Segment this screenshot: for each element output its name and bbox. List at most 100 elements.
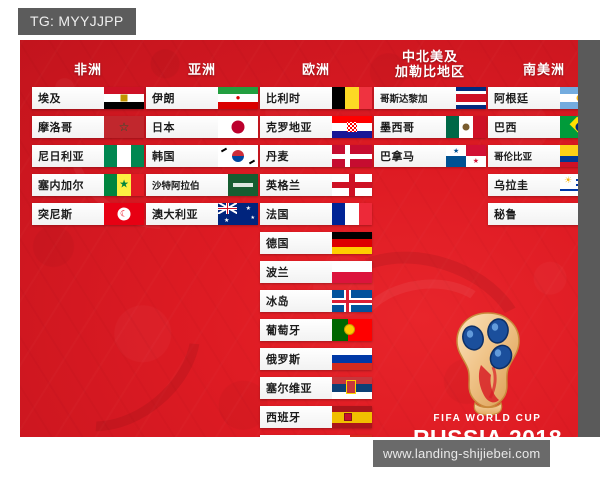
team-list-europe: 比利时 克罗地亚 丹麦 [260, 87, 372, 437]
team-name: 俄罗斯 [266, 354, 301, 366]
flag-portugal-icon [332, 319, 372, 341]
team-row[interactable]: 塞尔维亚 [260, 377, 372, 399]
team-row[interactable]: 丹麦 [260, 145, 372, 167]
team-name: 克罗地亚 [266, 122, 312, 134]
column-concacaf: 中北美及 加勒比地区 哥斯达黎加 墨西哥 [374, 48, 486, 437]
team-name: 乌拉圭 [494, 180, 529, 192]
team-name: 塞内加尔 [38, 180, 84, 192]
team-row[interactable]: 英格兰 [260, 174, 372, 196]
team-row[interactable]: 哥斯达黎加 [374, 87, 486, 109]
team-row[interactable]: 突尼斯 ☾ [32, 203, 144, 225]
team-name: 埃及 [38, 93, 61, 105]
flag-mexico-icon [446, 116, 486, 138]
flag-colombia-icon [560, 145, 578, 167]
column-africa: 非洲 埃及 摩洛哥 ☆ [32, 48, 144, 437]
team-name: 沙特阿拉伯 [152, 181, 200, 192]
flag-switzerland-icon [350, 435, 372, 437]
team-name: 德国 [266, 238, 289, 250]
team-row[interactable]: 比利时 [260, 87, 372, 109]
team-row[interactable]: 哥伦比亚 [488, 145, 578, 167]
team-row[interactable]: 韩国 [146, 145, 258, 167]
team-name: 塞尔维亚 [266, 383, 312, 395]
flag-south-korea-icon [218, 145, 258, 167]
flag-iran-icon: ● [218, 87, 258, 109]
flag-poland-icon [332, 261, 372, 283]
team-row[interactable]: 沙特阿拉伯 [146, 174, 258, 196]
flag-egypt-icon [104, 87, 144, 109]
team-row[interactable]: 法国 [260, 203, 372, 225]
team-name: 突尼斯 [38, 209, 73, 221]
right-gray-band [578, 40, 600, 437]
flag-senegal-icon: ★ [104, 174, 144, 196]
team-row[interactable]: 德国 [260, 232, 372, 254]
team-name: 澳大利亚 [152, 209, 198, 221]
team-row[interactable]: 克罗地亚 [260, 116, 372, 138]
team-row[interactable]: 澳大利亚 ★ ★ [146, 203, 258, 225]
column-title-line-2: 加勒比地区 [394, 64, 465, 79]
column-asia: 亚洲 伊朗 ● 日本 [146, 48, 258, 437]
team-row[interactable]: 日本 [146, 116, 258, 138]
team-name: 英格兰 [266, 180, 301, 192]
flag-germany-icon [332, 232, 372, 254]
team-name: 比利时 [266, 93, 301, 105]
flag-iceland-icon [332, 290, 372, 312]
site-watermark: www.landing-shijiebei.com [373, 440, 551, 467]
team-row[interactable]: 秘鲁 [488, 203, 578, 225]
flag-france-icon [332, 203, 372, 225]
flag-spain-icon [332, 406, 372, 428]
team-name: 波兰 [266, 267, 289, 279]
team-row[interactable]: 俄罗斯 [260, 348, 372, 370]
team-name: 葡萄牙 [266, 325, 301, 337]
column-europe: 欧洲 比利时 克罗地亚 [260, 48, 372, 437]
team-name: 丹麦 [266, 151, 289, 163]
team-row[interactable]: 葡萄牙 [260, 319, 372, 341]
flag-costa-rica-icon [456, 87, 486, 109]
flag-denmark-icon [332, 145, 372, 167]
logo-caption-main: RUSSIA 2018 [405, 425, 570, 437]
team-row[interactable]: 乌拉圭 ☀ [488, 174, 578, 196]
flag-panama-icon: ★ ★ [446, 145, 486, 167]
team-name: 秘鲁 [494, 209, 517, 221]
team-name: 冰岛 [266, 296, 289, 308]
team-row[interactable]: 塞内加尔 ★ [32, 174, 144, 196]
world-cup-trophy-icon [456, 312, 520, 416]
column-title-concacaf: 中北美及 加勒比地区 [374, 49, 486, 79]
team-name: 西班牙 [266, 412, 301, 424]
team-list-asia: 伊朗 ● 日本 韩国 [146, 87, 258, 225]
flag-belgium-icon [332, 87, 372, 109]
team-row[interactable]: 瑞士 [260, 435, 372, 437]
flag-brazil-icon [560, 116, 578, 138]
flag-tunisia-icon: ☾ [104, 203, 144, 225]
column-title-asia: 亚洲 [187, 62, 216, 77]
confederation-columns: 非洲 埃及 摩洛哥 ☆ [20, 40, 578, 437]
flag-croatia-icon [332, 116, 372, 138]
team-row[interactable]: 墨西哥 [374, 116, 486, 138]
column-title-africa: 非洲 [73, 62, 102, 77]
team-row[interactable]: 阿根廷 [488, 87, 578, 109]
team-list-africa: 埃及 摩洛哥 ☆ 尼日利亚 [32, 87, 144, 225]
team-name: 摩洛哥 [38, 122, 73, 134]
team-row[interactable]: 西班牙 [260, 406, 372, 428]
flag-nigeria-icon [104, 145, 144, 167]
team-row[interactable]: 冰岛 [260, 290, 372, 312]
flag-england-icon [332, 174, 372, 196]
team-name: 阿根廷 [494, 93, 529, 105]
team-row[interactable]: 巴西 [488, 116, 578, 138]
column-title-europe: 欧洲 [301, 62, 330, 77]
team-row[interactable]: 巴拿马 ★ ★ [374, 145, 486, 167]
team-row[interactable]: 波兰 [260, 261, 372, 283]
team-row[interactable]: 摩洛哥 ☆ [32, 116, 144, 138]
tg-badge: TG: MYYJJPP [18, 8, 136, 35]
column-title-south-america: 南美洲 [522, 62, 565, 77]
team-row[interactable]: 伊朗 ● [146, 87, 258, 109]
team-row[interactable]: 尼日利亚 [32, 145, 144, 167]
team-name: 哥斯达黎加 [380, 94, 428, 105]
flag-australia-icon: ★ ★ ★ [218, 203, 258, 225]
flag-russia-icon [332, 348, 372, 370]
flag-japan-icon [218, 116, 258, 138]
team-name: 哥伦比亚 [494, 152, 533, 163]
team-list-south-america: 阿根廷 巴西 [488, 87, 578, 225]
team-row[interactable]: 埃及 [32, 87, 144, 109]
team-name: 巴西 [494, 122, 517, 134]
